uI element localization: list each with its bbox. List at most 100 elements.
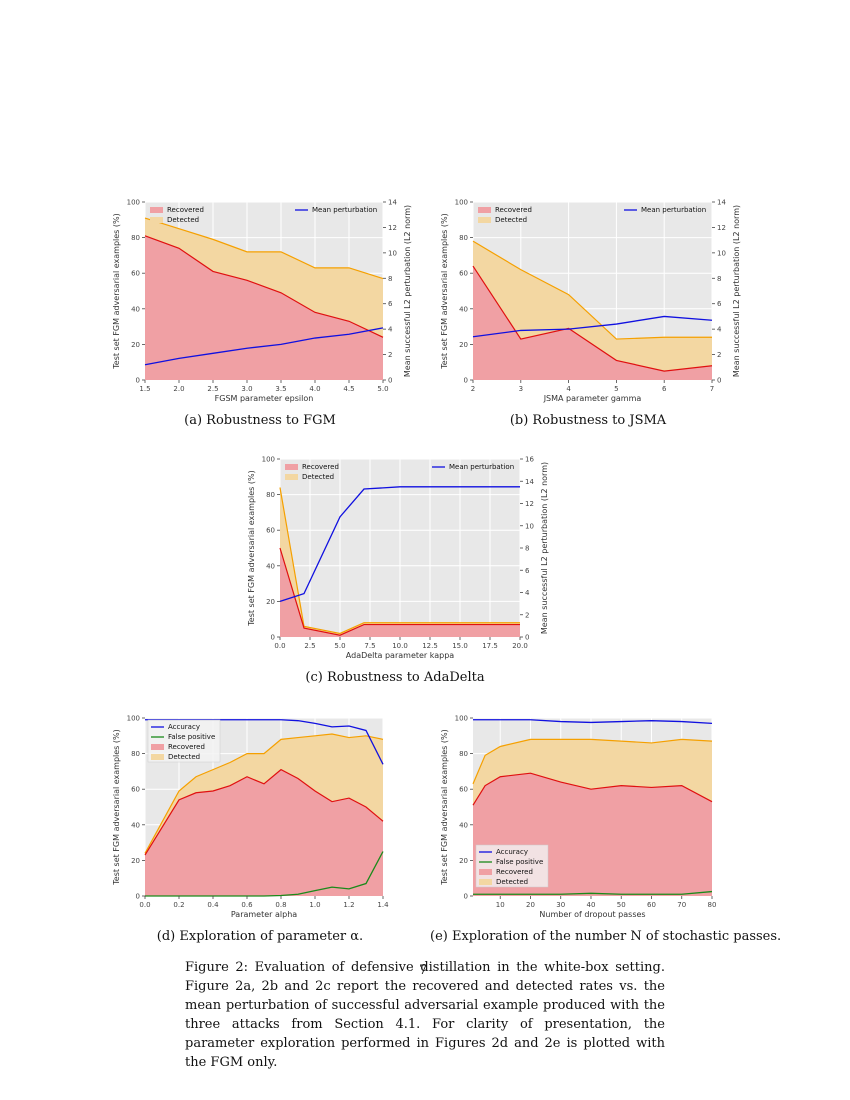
x-axis-label: Number of dropout passes: [539, 910, 645, 919]
y2-tick-label: 12: [388, 224, 397, 232]
y-tick-label: 20: [266, 598, 275, 606]
y2-tick-label: 2: [717, 351, 721, 359]
y-axis-label: Test set FGM adversarial examples (%): [112, 213, 121, 369]
mean-perturbation-line: [472, 315, 713, 338]
legend: Accuracy False positive Recovered Detected: [147, 719, 221, 763]
x-tick-label: 1.0: [309, 901, 320, 909]
detected-line: [279, 487, 520, 635]
x-tick-label: 4.0: [309, 385, 320, 393]
y-tick-label: 80: [131, 750, 140, 758]
legend: Accuracy False positive Recovered Detected: [475, 844, 549, 888]
legend-label: False positive: [168, 733, 215, 741]
y2-tick-label: 8: [717, 275, 721, 283]
y2-tick-label: 6: [717, 300, 722, 308]
y-tick-label: 100: [127, 715, 140, 723]
chart-dropout-passes: 10 20 30 40 50 60 70 80 0 20 40 60 80 100 Number of dr…: [440, 715, 717, 920]
y-tick-label: 60: [459, 270, 468, 278]
legend-label: Recovered: [168, 743, 205, 751]
caption-a: (a) Robustness to FGM: [184, 413, 336, 428]
y-axis-label: Test set FGM adversarial examples (%): [247, 470, 256, 626]
y2-tick-label: 12: [525, 500, 534, 508]
legend-label: Accuracy: [496, 848, 528, 856]
x-tick-label: 0.6: [241, 901, 253, 909]
y2-axis-label: Mean successful L2 perturbation (L2 norm…: [540, 462, 549, 634]
x-tick-label: 1.4: [377, 901, 389, 909]
y2-tick-label: 14: [525, 478, 534, 486]
x-tick-label: 5.0: [334, 642, 345, 650]
y2-tick-label: 16: [525, 456, 534, 464]
y2-tick-label: 0: [525, 634, 529, 642]
x-tick-label: 40: [587, 901, 596, 909]
y-tick-label: 0: [271, 634, 275, 642]
y-tick-label: 0: [136, 893, 140, 901]
x-axis-label: AdaDelta parameter kappa: [346, 651, 455, 660]
y-tick-label: 20: [459, 857, 468, 865]
legend-swatch-recovered: [478, 207, 491, 213]
y-tick-label: 40: [459, 305, 468, 313]
recovered-area: [473, 266, 712, 380]
legend-swatch-detected: [479, 879, 492, 885]
y-tick-label: 80: [131, 234, 140, 242]
legend-swatch-recovered: [150, 207, 163, 213]
y2-tick-label: 0: [717, 377, 721, 385]
legend-label: Recovered: [495, 206, 532, 214]
legend-left: Recovered Detected: [285, 463, 339, 481]
y-tick-label: 20: [459, 341, 468, 349]
legend-label: Mean perturbation: [449, 463, 514, 471]
caption-b: (b) Robustness to JSMA: [509, 413, 667, 428]
x-tick-label: 10.0: [392, 642, 408, 650]
x-tick-label: 15.0: [452, 642, 468, 650]
y2-axis-label: Mean successful L2 perturbation (L2 norm…: [732, 205, 741, 377]
x-tick-label: 7: [710, 385, 714, 393]
y-axis-label: Test set FGM adversarial examples (%): [112, 729, 121, 885]
x-axis-label: JSMA parameter gamma: [543, 394, 642, 403]
mean-perturbation-line: [144, 327, 384, 366]
recovered-line: [144, 235, 384, 338]
y2-tick-label: 10: [717, 249, 726, 257]
y-axis-label: Test set FGM adversarial examples (%): [440, 729, 449, 885]
recovered-area: [145, 769, 383, 896]
y2-tick-label: 10: [525, 522, 534, 530]
x-axis-label: Parameter alpha: [231, 910, 297, 919]
x-tick-label: 3.5: [275, 385, 286, 393]
x-tick-label: 50: [617, 901, 626, 909]
x-tick-label: 6: [662, 385, 667, 393]
chart-robustness-fgm: 1.5 2.0 2.5 3.0 3.5 4.0 4.5 5.0020406080100FGSM…: [112, 199, 412, 404]
y2-tick-label: 6: [388, 300, 393, 308]
y2-tick-label: 6: [525, 567, 530, 575]
x-tick-label: 0.8: [275, 901, 286, 909]
recovered-line: [472, 772, 713, 806]
legend-label: Detected: [302, 473, 334, 481]
y2-tick-label: 4: [525, 589, 530, 597]
y-tick-label: 40: [131, 821, 140, 829]
x-tick-label: 0.4: [207, 901, 219, 909]
y-tick-label: 100: [455, 199, 468, 207]
y-tick-label: 0: [464, 377, 468, 385]
false-positive-line: [145, 851, 384, 897]
y-tick-label: 80: [459, 234, 468, 242]
legend-label: Mean perturbation: [641, 206, 706, 214]
x-tick-label: 80: [708, 901, 717, 909]
detected-line: [144, 217, 384, 280]
x-tick-label: 4: [566, 385, 571, 393]
legend-right: Mean perturbation: [624, 206, 706, 214]
x-tick-label: 7.5: [364, 642, 375, 650]
legend-label: Detected: [495, 216, 527, 224]
y2-tick-label: 12: [717, 224, 726, 232]
y2-tick-label: 4: [717, 326, 722, 334]
x-tick-label: 1.2: [343, 901, 354, 909]
x-tick-label: 70: [677, 901, 686, 909]
x-tick-label: 10: [496, 901, 505, 909]
mean-perturbation-line: [279, 486, 520, 603]
x-tick-label: 0.0: [274, 642, 285, 650]
legend-swatch-recovered: [479, 869, 492, 875]
y-tick-label: 80: [266, 491, 275, 499]
y-tick-label: 0: [464, 893, 468, 901]
detected-line: [472, 240, 712, 340]
legend-right: Mean perturbation: [295, 206, 377, 214]
x-tick-label: 2.5: [304, 642, 315, 650]
detected-line: [144, 733, 384, 854]
legend-label: False positive: [496, 858, 543, 866]
chart-parameter-alpha: 0.0 0.2 0.4 0.6 0.8 1.0 1.2 1.4 0 20 40 60 80 100 Para…: [112, 715, 389, 920]
